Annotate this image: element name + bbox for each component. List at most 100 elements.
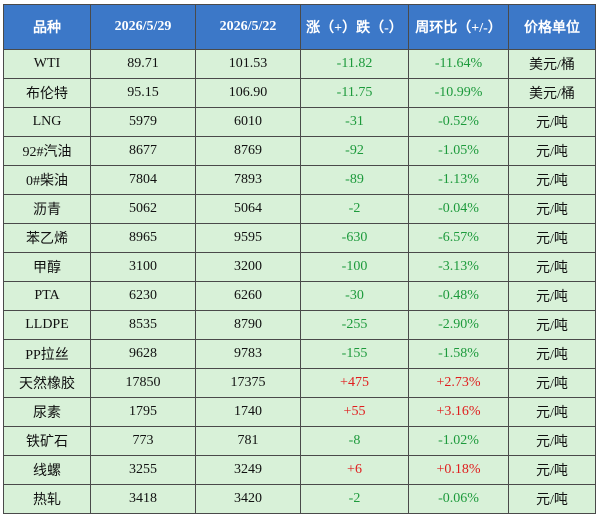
table-row: 沥青 5062 5064 -2 -0.04% 元/吨 [3,194,596,224]
table-cell: 天然橡胶 [3,368,91,398]
table-cell: -1.13% [408,165,509,195]
header-row: 品种 2026/5/29 2026/5/22 涨（+）跌（-） 周环比（+/-） 价格单位 [3,4,596,50]
table-cell: 布伦特 [3,78,91,108]
table-cell: -630 [300,223,409,253]
table-row: 92#汽油 8677 8769 -92 -1.05% 元/吨 [3,136,596,166]
header-cell: 2026/5/22 [195,4,301,50]
table-cell: -89 [300,165,409,195]
table-cell: PTA [3,281,91,311]
table-cell: -2 [300,484,409,514]
table-cell: 元/吨 [508,368,596,398]
table-cell: -11.82 [300,49,409,79]
header-cell: 2026/5/29 [90,4,196,50]
table-cell: 3249 [195,455,301,485]
table-row: 布伦特 95.15 106.90 -11.75 -10.99% 美元/桶 [3,78,596,108]
table-cell: 7893 [195,165,301,195]
header-cell: 品种 [3,4,91,50]
header-cell: 涨（+）跌（-） [300,4,409,50]
table-cell: 甲醇 [3,252,91,282]
header-cell: 周环比（+/-） [408,4,509,50]
table-cell: 3200 [195,252,301,282]
table-cell: -30 [300,281,409,311]
table-cell: 元/吨 [508,426,596,456]
table-cell: 元/吨 [508,165,596,195]
table-cell: 3255 [90,455,196,485]
table-cell: PP拉丝 [3,339,91,369]
table-cell: 101.53 [195,49,301,79]
table-body: WTI 89.71 101.53 -11.82 -11.64% 美元/桶 布伦特 95.15 1… [3,49,596,514]
table-cell: -100 [300,252,409,282]
table-cell: 106.90 [195,78,301,108]
table-row: 甲醇 3100 3200 -100 -3.13% 元/吨 [3,252,596,282]
table-cell: WTI [3,49,91,79]
table-cell: -11.75 [300,78,409,108]
table-cell: 5062 [90,194,196,224]
table-cell: 元/吨 [508,397,596,427]
table-row: 热轧 3418 3420 -2 -0.06% 元/吨 [3,484,596,514]
table-cell: 17850 [90,368,196,398]
table-cell: 元/吨 [508,223,596,253]
table-row: 铁矿石 773 781 -8 -1.02% 元/吨 [3,426,596,456]
table-cell: 元/吨 [508,281,596,311]
table-cell: 元/吨 [508,310,596,340]
table-cell: 3100 [90,252,196,282]
table-cell: -92 [300,136,409,166]
table-cell: 沥青 [3,194,91,224]
table-cell: 8769 [195,136,301,166]
table-row: 苯乙烯 8965 9595 -630 -6.57% 元/吨 [3,223,596,253]
table-cell: -31 [300,107,409,137]
table-cell: +2.73% [408,368,509,398]
table-cell: -0.04% [408,194,509,224]
table-cell: 尿素 [3,397,91,427]
table-cell: -3.13% [408,252,509,282]
table-cell: 17375 [195,368,301,398]
table-cell: 美元/桶 [508,49,596,79]
table-cell: 1740 [195,397,301,427]
table-cell: +55 [300,397,409,427]
table-row: 线螺 3255 3249 +6 +0.18% 元/吨 [3,455,596,485]
table-cell: 苯乙烯 [3,223,91,253]
table-cell: -1.05% [408,136,509,166]
table-cell: 5979 [90,107,196,137]
price-table: 品种 2026/5/29 2026/5/22 涨（+）跌（-） 周环比（+/-） 价格单位… [3,4,596,514]
table-cell: 9595 [195,223,301,253]
table-cell: 5064 [195,194,301,224]
table-cell: -11.64% [408,49,509,79]
table-row: 天然橡胶 17850 17375 +475 +2.73% 元/吨 [3,368,596,398]
table-cell: -155 [300,339,409,369]
table-cell: -0.48% [408,281,509,311]
table-cell: -1.02% [408,426,509,456]
table-cell: 7804 [90,165,196,195]
table-cell: -6.57% [408,223,509,253]
table-cell: -0.06% [408,484,509,514]
table-cell: 8535 [90,310,196,340]
table-cell: LLDPE [3,310,91,340]
table-row: WTI 89.71 101.53 -11.82 -11.64% 美元/桶 [3,49,596,79]
table-cell: 6230 [90,281,196,311]
table-row: LLDPE 8535 8790 -255 -2.90% 元/吨 [3,310,596,340]
table-cell: 元/吨 [508,484,596,514]
table-cell: 9783 [195,339,301,369]
table-cell: 元/吨 [508,339,596,369]
table-cell: -255 [300,310,409,340]
table-row: PTA 6230 6260 -30 -0.48% 元/吨 [3,281,596,311]
table-cell: +6 [300,455,409,485]
table-cell: 3418 [90,484,196,514]
table-cell: 线螺 [3,455,91,485]
table-cell: 6010 [195,107,301,137]
table-cell: +475 [300,368,409,398]
table-cell: -1.58% [408,339,509,369]
header-cell: 价格单位 [508,4,596,50]
table-cell: LNG [3,107,91,137]
table-header: 品种 2026/5/29 2026/5/22 涨（+）跌（-） 周环比（+/-） 价格单位 [3,4,596,50]
table-cell: 1795 [90,397,196,427]
table-row: 尿素 1795 1740 +55 +3.16% 元/吨 [3,397,596,427]
table-cell: 铁矿石 [3,426,91,456]
table-cell: 元/吨 [508,455,596,485]
table-cell: 8965 [90,223,196,253]
table-cell: 元/吨 [508,136,596,166]
table-cell: -2 [300,194,409,224]
table-cell: 89.71 [90,49,196,79]
table-cell: 元/吨 [508,194,596,224]
